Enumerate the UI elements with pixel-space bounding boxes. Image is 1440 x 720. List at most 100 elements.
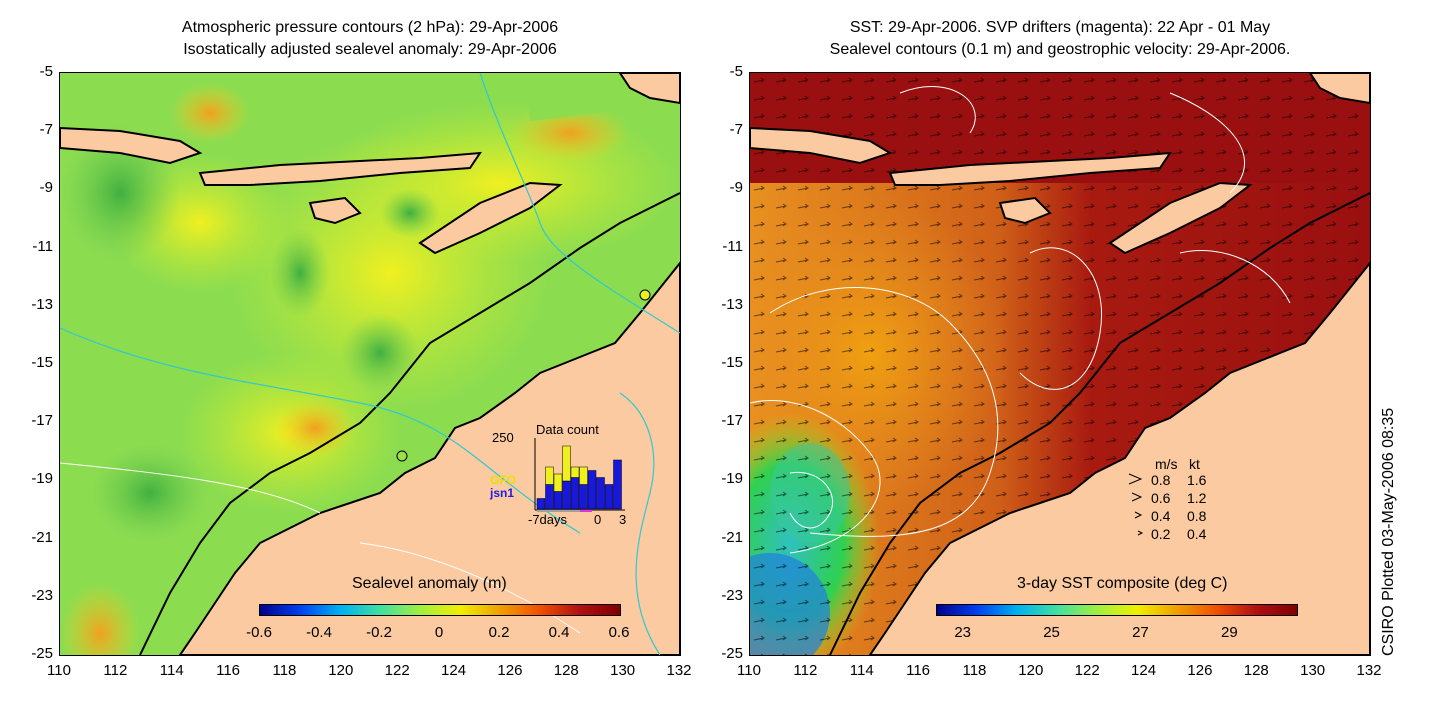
speed-row-ms: 0.6 bbox=[1151, 490, 1171, 506]
inset-legend-jsn1: jsn1 bbox=[490, 486, 515, 500]
inset-bar-jsn1 bbox=[579, 484, 588, 510]
right-title-line1: SST: 29-Apr-2006. SVP drifters (magenta)… bbox=[849, 19, 1271, 36]
y-tick-label: -11 bbox=[32, 237, 53, 255]
x-tick-label: 130 bbox=[610, 662, 636, 679]
speed-legend-header-ms: m/s bbox=[1155, 456, 1178, 472]
x-tick-label: 122 bbox=[384, 662, 410, 679]
x-tick-label: 118 bbox=[962, 662, 987, 679]
speed-arrow-icon bbox=[1127, 472, 1143, 486]
data-count-inset: Data count 250 GFO jsn1 -7days 0 3 bbox=[480, 420, 630, 530]
sla-colorbar-tick: -0.2 bbox=[366, 624, 392, 641]
x-tick-label: 114 bbox=[159, 662, 184, 679]
sla-colorbar-tick: 0 bbox=[434, 624, 444, 641]
x-tick-label: 116 bbox=[906, 662, 931, 679]
y-tick-label: -17 bbox=[721, 412, 743, 430]
y-tick-label: -21 bbox=[31, 528, 53, 546]
speed-row-kt: 1.6 bbox=[1187, 472, 1207, 488]
x-tick-label: 116 bbox=[216, 662, 241, 679]
y-tick-label: -25 bbox=[31, 645, 53, 662]
sla-colorbar-tick: 0.4 bbox=[548, 624, 570, 641]
sst-map bbox=[749, 72, 1371, 656]
speed-row-ms: 0.2 bbox=[1151, 526, 1171, 542]
sealevel-anomaly-map bbox=[59, 72, 681, 656]
x-tick-label: 112 bbox=[793, 662, 818, 679]
inset-bar-jsn1 bbox=[570, 477, 580, 510]
speed-row-ms: 0.4 bbox=[1151, 508, 1171, 524]
x-tick-label: 128 bbox=[1243, 662, 1269, 679]
y-tick-label: -5 bbox=[39, 63, 53, 80]
inset-bar-gfo bbox=[562, 445, 571, 482]
inset-title: Data count bbox=[536, 422, 599, 437]
inset-ymax-label: 250 bbox=[492, 430, 514, 445]
sealevel-anomaly-map-graphic bbox=[60, 73, 680, 655]
speed-arrow-icon bbox=[1130, 490, 1144, 504]
sla-colorbar bbox=[259, 604, 621, 616]
x-tick-label: 122 bbox=[1074, 662, 1100, 679]
y-tick-label: -7 bbox=[729, 121, 743, 139]
sla-colorbar-tick: 0.6 bbox=[608, 624, 630, 641]
y-tick-label: -9 bbox=[39, 179, 53, 197]
speed-row-kt: 0.8 bbox=[1187, 508, 1207, 524]
left-title-line2: Isostatically adjusted sealevel anomaly:… bbox=[183, 41, 557, 58]
sst-colorbar-label: 3-day SST composite (deg C) bbox=[1017, 575, 1228, 592]
x-tick-label: 114 bbox=[849, 662, 874, 679]
speed-arrow-icon bbox=[1136, 526, 1146, 540]
x-tick-label: 120 bbox=[328, 662, 354, 679]
inset-bar-jsn1 bbox=[596, 477, 605, 510]
speed-legend-header-kt: kt bbox=[1189, 456, 1200, 472]
inset-bar-jsn1 bbox=[536, 498, 546, 510]
speed-arrow-icon bbox=[1133, 508, 1145, 522]
x-tick-label: 128 bbox=[553, 662, 579, 679]
x-tick-label: 132 bbox=[666, 662, 692, 679]
y-tick-label: -21 bbox=[721, 528, 743, 546]
inset-xlabel-start: -7days bbox=[528, 512, 568, 527]
sst-colorbar-tick: 29 bbox=[1220, 624, 1238, 641]
y-tick-label: -5 bbox=[729, 63, 743, 80]
x-tick-label: 124 bbox=[1131, 662, 1157, 679]
sst-colorbar-tick: 23 bbox=[954, 624, 971, 641]
sst-map-graphic bbox=[750, 73, 1370, 655]
y-tick-label: -23 bbox=[721, 586, 743, 604]
sst-colorbar bbox=[936, 604, 1298, 616]
plot-credit: CSIRO Plotted 03-May-2006 08:35 bbox=[1380, 407, 1397, 656]
inset-legend-gfo: GFO bbox=[490, 473, 516, 487]
x-tick-label: 124 bbox=[441, 662, 467, 679]
y-tick-label: -11 bbox=[722, 237, 743, 255]
y-tick-label: -9 bbox=[729, 179, 743, 197]
y-tick-label: -23 bbox=[31, 586, 53, 604]
x-tick-label: 112 bbox=[103, 662, 128, 679]
sla-colorbar-tick: 0.2 bbox=[488, 624, 510, 641]
x-tick-label: 130 bbox=[1300, 662, 1326, 679]
x-tick-label: 120 bbox=[1018, 662, 1044, 679]
x-tick-label: 126 bbox=[497, 662, 523, 679]
sla-colorbar-tick: -0.4 bbox=[306, 624, 332, 641]
speed-row-ms: 0.8 bbox=[1151, 472, 1171, 488]
inset-histogram bbox=[534, 438, 625, 512]
x-tick-label: 132 bbox=[1356, 662, 1382, 679]
y-tick-label: -17 bbox=[31, 412, 53, 430]
x-tick-label: 118 bbox=[272, 662, 297, 679]
sst-colorbar-tick: 25 bbox=[1043, 624, 1060, 641]
y-tick-label: -7 bbox=[39, 121, 53, 139]
x-tick-label: 110 bbox=[47, 662, 71, 679]
x-tick-label: 110 bbox=[737, 662, 761, 679]
inset-bar-jsn1 bbox=[587, 470, 597, 510]
inset-bar-jsn1 bbox=[553, 491, 563, 510]
sla-colorbar-label: Sealevel anomaly (m) bbox=[352, 575, 507, 592]
sla-colorbar-tick: -0.6 bbox=[246, 624, 272, 641]
inset-bar-gfo bbox=[545, 466, 554, 485]
inset-bar-gfo bbox=[553, 473, 563, 492]
y-tick-label: -15 bbox=[31, 354, 53, 371]
inset-bar-jsn1 bbox=[562, 480, 571, 510]
inset-bar-gfo bbox=[579, 466, 588, 485]
y-tick-label: -19 bbox=[31, 470, 53, 488]
y-tick-label: -13 bbox=[31, 295, 53, 313]
speed-row-kt: 1.2 bbox=[1187, 490, 1207, 506]
y-tick-label: -13 bbox=[721, 295, 743, 313]
speed-legend: m/s kt 0.8 1.6 0.6 1.2 0.4 0.8 0.2 0.4 bbox=[1125, 456, 1235, 546]
x-tick-label: 126 bbox=[1187, 662, 1213, 679]
inset-bar-jsn1 bbox=[613, 459, 622, 510]
inset-xlabel-end: 3 bbox=[619, 512, 627, 527]
speed-row-kt: 0.4 bbox=[1187, 526, 1207, 542]
left-title-line1: Atmospheric pressure contours (2 hPa): 2… bbox=[181, 19, 559, 36]
